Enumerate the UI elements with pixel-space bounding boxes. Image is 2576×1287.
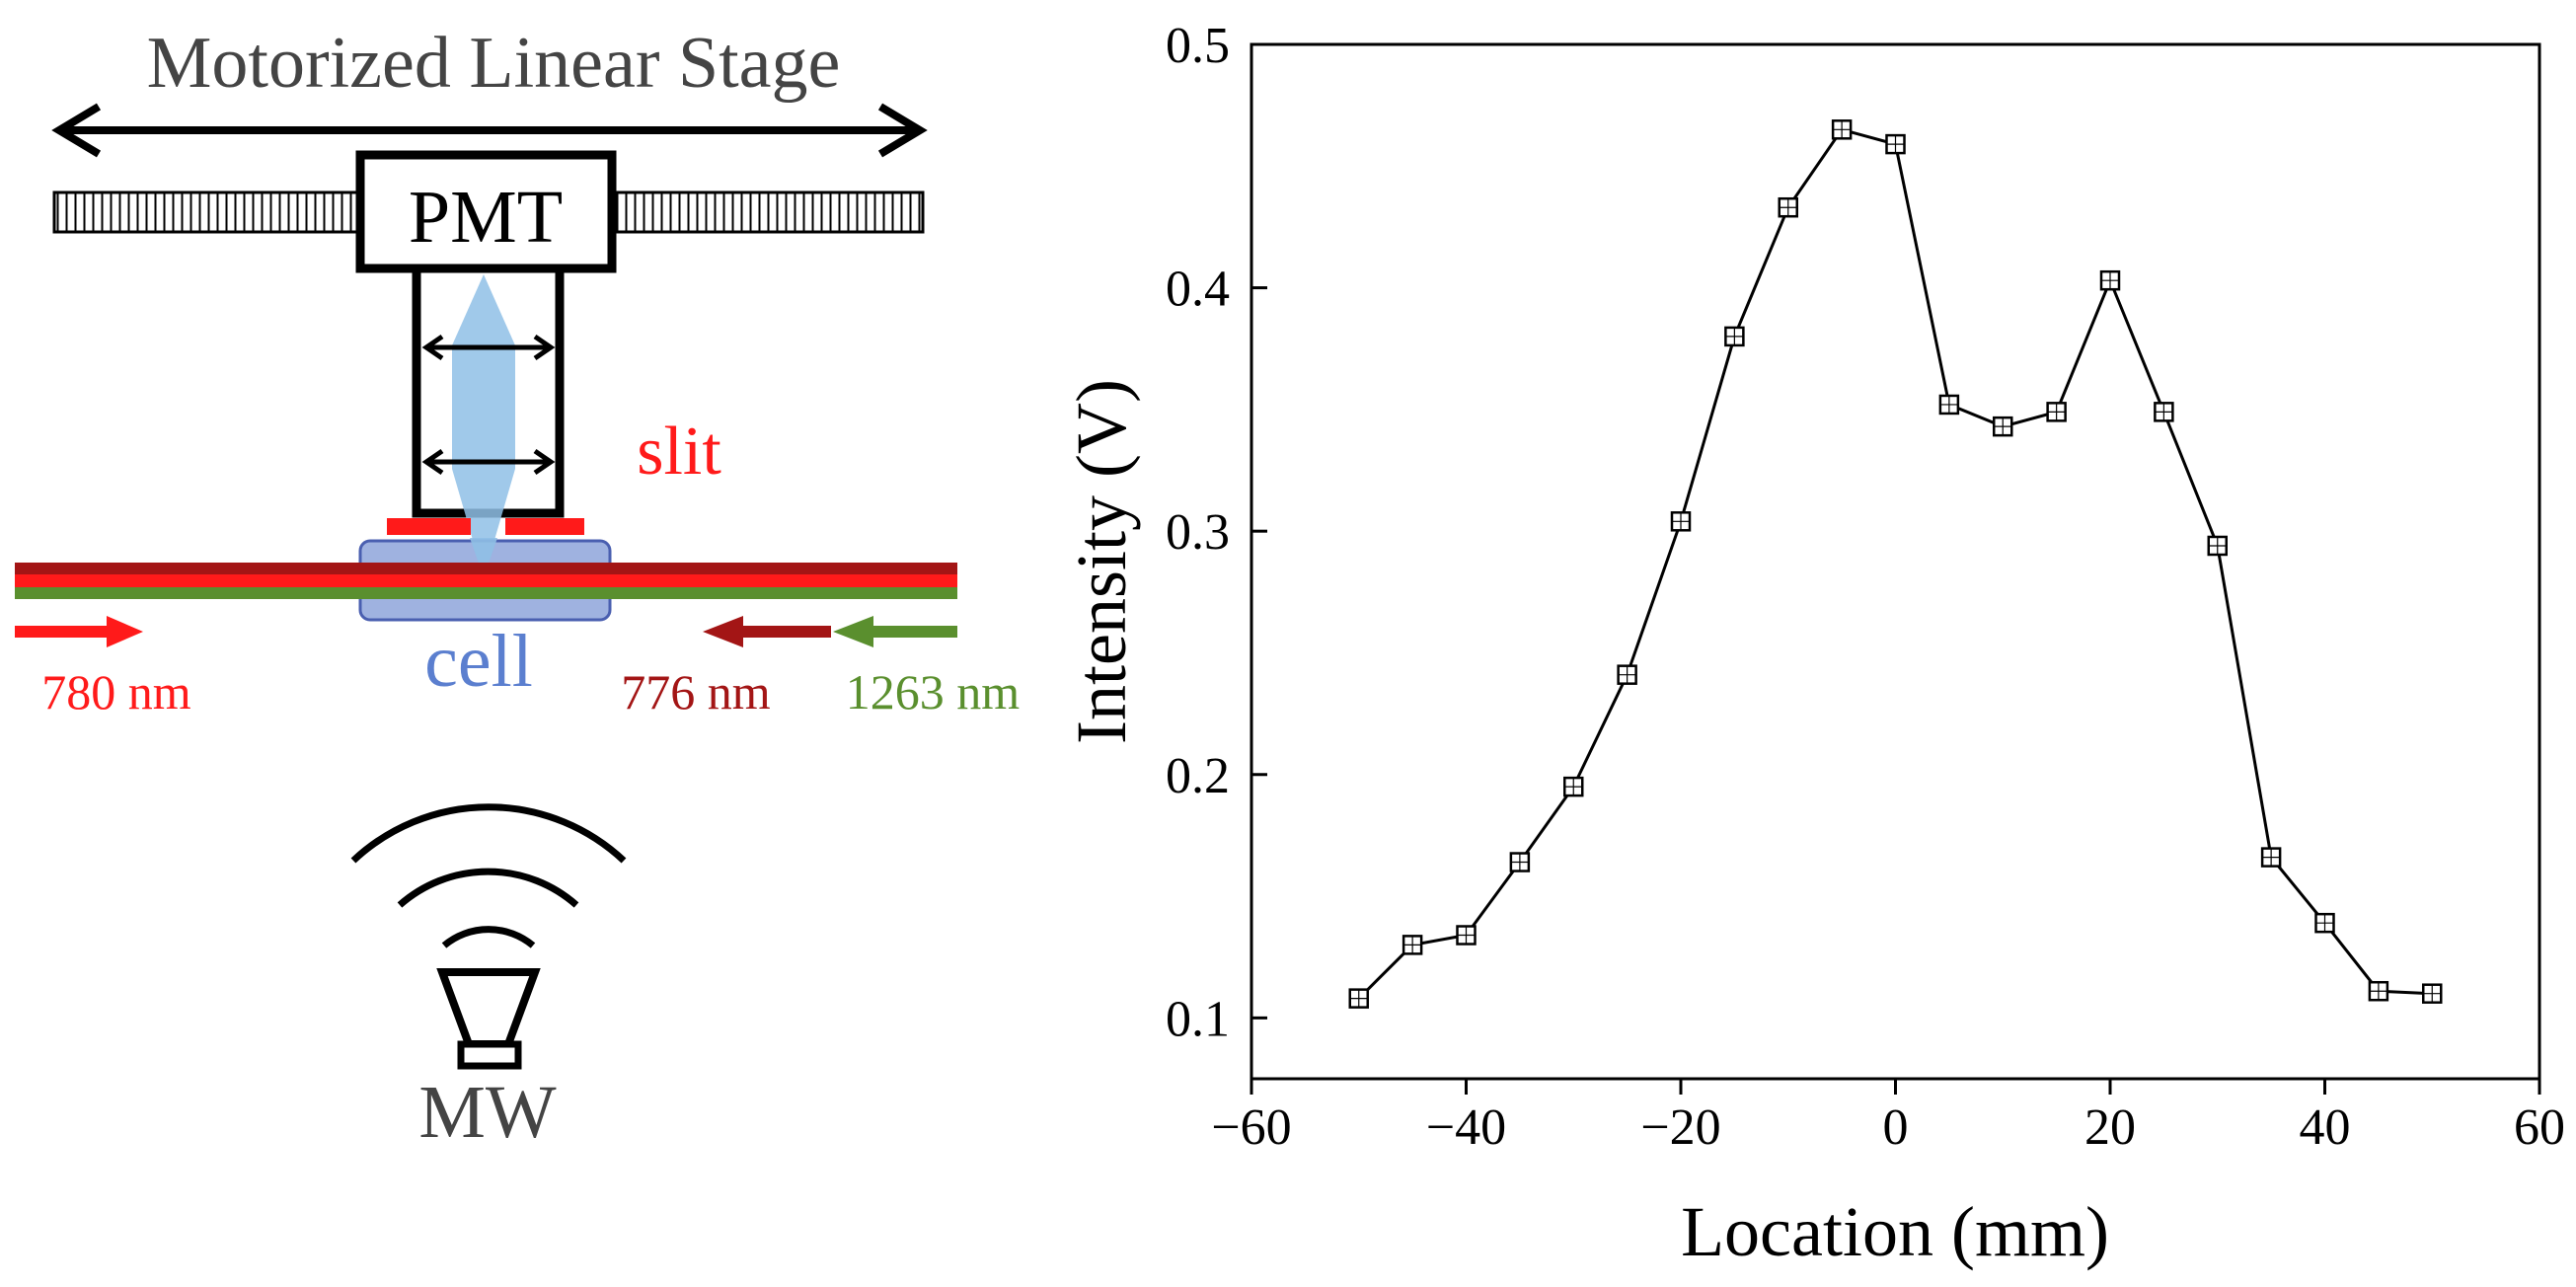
data-point <box>1831 119 1853 140</box>
data-point <box>1993 416 2013 437</box>
horn-antenna-icon <box>436 968 541 1070</box>
data-point <box>1617 664 1637 685</box>
slit-plate-left <box>387 518 471 535</box>
slit-plate-right <box>505 518 584 535</box>
beam-tip <box>470 538 497 577</box>
x-axis-ticks: −60 −40 −20 0 20 40 60 <box>1211 1079 2565 1156</box>
lens-1 <box>421 334 556 361</box>
beam-776 <box>15 563 957 574</box>
x-tick-label: −20 <box>1640 1099 1720 1156</box>
y-tick-label: 0.3 <box>1166 504 1230 561</box>
x-tick-label: 0 <box>1883 1099 1909 1156</box>
data-point <box>2260 847 2282 868</box>
data-point <box>1402 935 1423 955</box>
cell-label: cell <box>424 620 533 703</box>
data-point <box>1348 988 1369 1009</box>
data-point <box>1563 776 1584 797</box>
slit-label: slit <box>637 414 721 490</box>
data-point <box>1885 133 1906 155</box>
y-tick-label: 0.1 <box>1166 991 1230 1047</box>
data-series <box>1348 119 2443 1009</box>
arrow-1263 <box>833 616 957 647</box>
mw-label: MW <box>418 1071 557 1154</box>
arrow-780 <box>15 616 143 647</box>
x-axis-label: Location (mm) <box>1681 1192 2109 1271</box>
microwave-waves-icon <box>350 803 627 948</box>
y-tick-label: 0.2 <box>1166 748 1230 804</box>
data-point <box>1670 511 1692 532</box>
stage-rail-right <box>610 190 925 234</box>
data-point <box>1778 196 1798 218</box>
beam-780-label: 780 nm <box>41 664 191 719</box>
y-axis-ticks: 0.1 0.2 0.3 0.4 0.5 <box>1166 18 1267 1047</box>
data-point <box>2422 983 2443 1004</box>
stage-rail-left <box>52 190 362 234</box>
y-axis-label: Intensity (V) <box>1062 379 1141 744</box>
beam-1263 <box>15 587 957 599</box>
chart: −60 −40 −20 0 20 40 60 0.1 0.2 0.3 0.4 0.5 Locatio… <box>1062 18 2565 1271</box>
stage-label: Motorized Linear Stage <box>147 23 841 104</box>
arrow-776 <box>703 616 831 647</box>
data-point <box>2154 402 2174 422</box>
beam-1263-label: 1263 nm <box>846 664 1021 719</box>
data-point <box>1456 925 1477 946</box>
y-tick-label: 0.5 <box>1166 18 1230 74</box>
data-point <box>2046 402 2067 422</box>
collected-light-beam <box>452 274 515 577</box>
data-point <box>1509 852 1531 872</box>
data-point <box>2368 980 2389 1002</box>
x-tick-label: 60 <box>2514 1099 2565 1156</box>
plot-frame <box>1250 42 2541 1081</box>
beam-776-label: 776 nm <box>621 664 771 719</box>
data-point <box>2314 912 2335 934</box>
experimental-schematic: Motorized Linear Stage PMT slit <box>15 23 1020 1154</box>
x-tick-label: −40 <box>1426 1099 1506 1156</box>
x-tick-label: 20 <box>2084 1099 2136 1156</box>
stage-arrow <box>51 103 928 158</box>
y-tick-label: 0.4 <box>1166 262 1230 318</box>
data-point <box>1724 326 1745 347</box>
pmt-label: PMT <box>409 176 563 259</box>
data-point <box>2207 535 2228 557</box>
data-point <box>1938 394 1960 416</box>
x-tick-label: −60 <box>1211 1099 1291 1156</box>
x-tick-label: 40 <box>2300 1099 2351 1156</box>
lens-2 <box>421 448 556 476</box>
beam-780 <box>15 574 957 587</box>
data-point <box>2099 269 2121 291</box>
